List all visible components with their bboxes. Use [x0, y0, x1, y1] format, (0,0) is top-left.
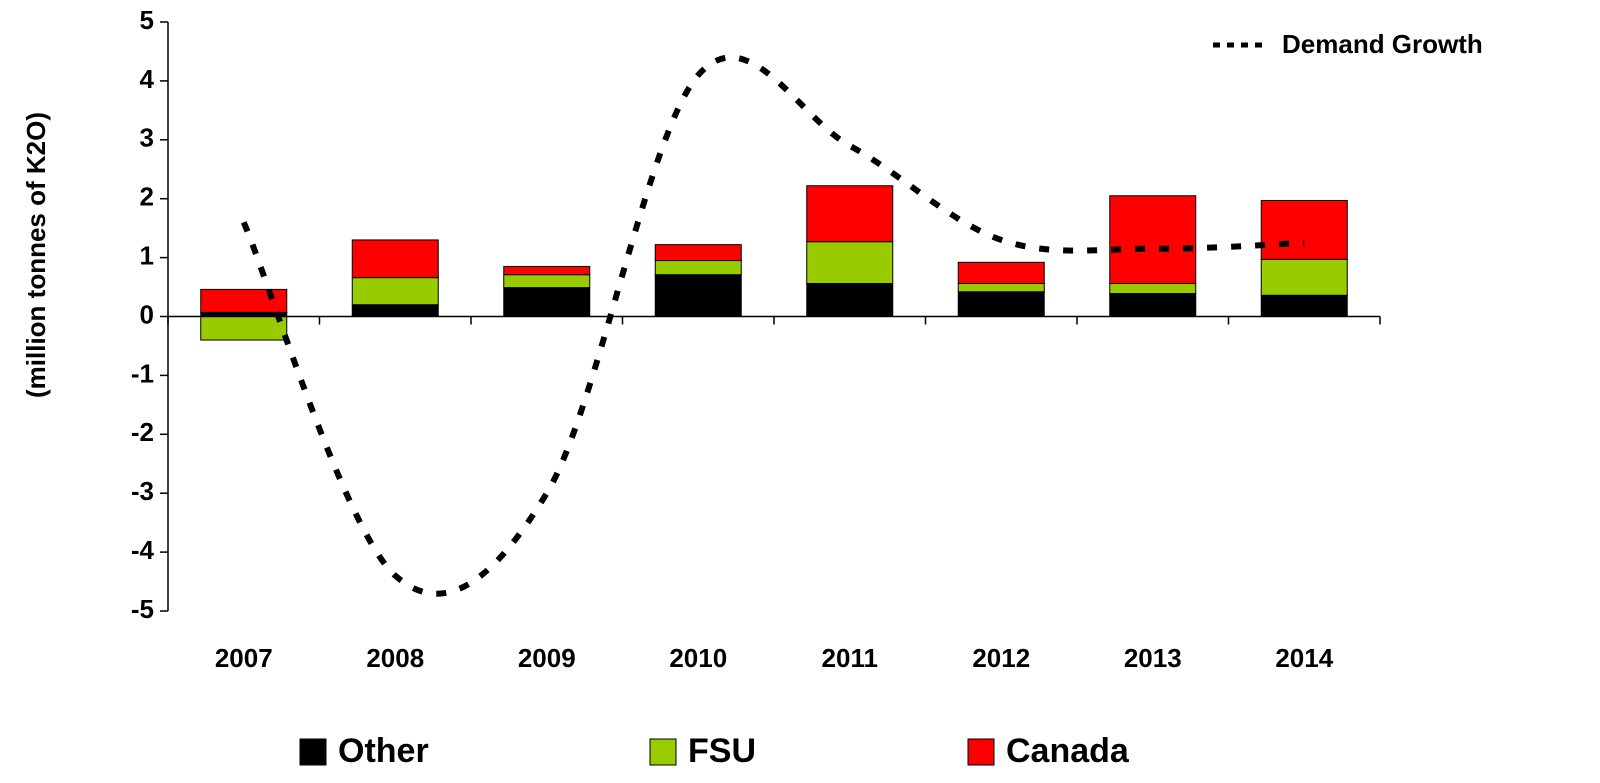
- bar: [1260, 294, 1348, 317]
- line: [240, 54, 1305, 597]
- bar: [654, 274, 742, 317]
- bar: [503, 274, 591, 289]
- y-tick-label: 1: [140, 240, 154, 270]
- bar: [957, 283, 1045, 293]
- bar: [654, 260, 742, 276]
- y-tick-label: 0: [140, 299, 154, 329]
- bar: [351, 277, 439, 306]
- legend-label: Other: [338, 732, 429, 770]
- bar: [957, 261, 1045, 285]
- y-tick-label: 3: [140, 123, 154, 153]
- y-tick-label: -5: [131, 594, 154, 624]
- bar: [1260, 199, 1348, 260]
- legend-label: Canada: [1006, 732, 1130, 770]
- bar: [1109, 293, 1197, 317]
- x-tick-label: 2008: [366, 643, 424, 673]
- legend-swatch: [299, 738, 327, 766]
- bar: [806, 283, 894, 317]
- y-tick-label: -1: [131, 358, 154, 388]
- y-tick-label: 4: [140, 64, 155, 94]
- legend-label: Demand Growth: [1282, 29, 1483, 59]
- y-tick-label: -3: [131, 476, 154, 506]
- bar: [957, 291, 1045, 317]
- bar: [503, 265, 591, 276]
- bar: [200, 316, 288, 341]
- legend-label: FSU: [688, 732, 756, 770]
- legend-swatch: [649, 738, 677, 766]
- bar: [806, 241, 894, 285]
- bar: [806, 185, 894, 243]
- bar: [1109, 195, 1197, 285]
- x-tick-label: 2013: [1124, 643, 1182, 673]
- x-tick-label: 2011: [822, 643, 878, 673]
- bar: [351, 304, 439, 318]
- bar: [200, 288, 288, 313]
- bar: [1260, 258, 1348, 296]
- bar: [351, 239, 439, 279]
- legend-swatch: [967, 738, 995, 766]
- bar: [654, 244, 742, 262]
- x-tick-label: 2012: [972, 643, 1030, 673]
- y-axis-label: (million tonnes of K2O): [21, 112, 51, 398]
- y-tick-label: -4: [131, 535, 155, 565]
- bar: [1109, 283, 1197, 295]
- x-tick-label: 2014: [1275, 643, 1333, 673]
- y-tick-label: -2: [131, 417, 154, 447]
- y-tick-label: 2: [140, 182, 154, 212]
- x-tick-label: 2010: [669, 643, 727, 673]
- x-tick-label: 2007: [215, 643, 273, 673]
- bar: [503, 287, 591, 318]
- x-tick-label: 2009: [518, 643, 576, 673]
- y-tick-label: 5: [140, 5, 154, 35]
